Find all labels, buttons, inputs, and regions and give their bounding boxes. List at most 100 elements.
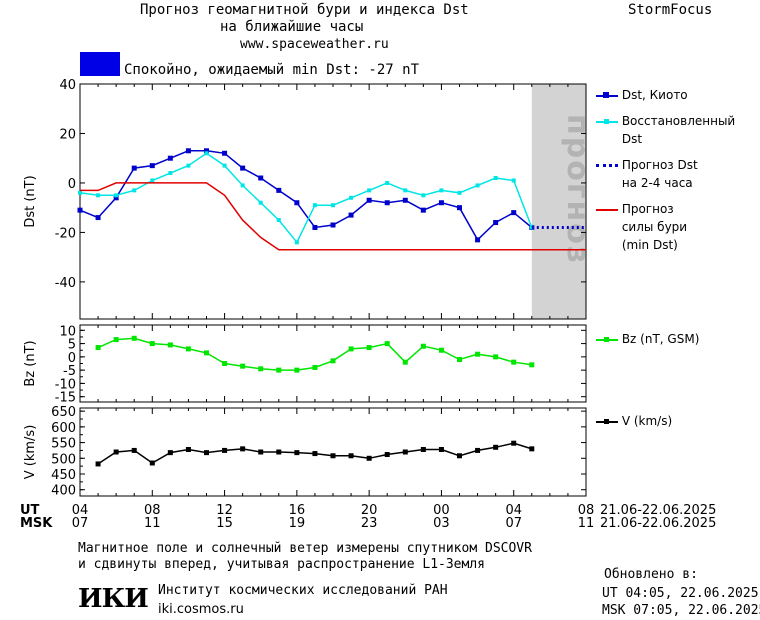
data-point	[78, 190, 82, 195]
updated-ut: UT 04:05, 22.06.2025	[602, 586, 759, 601]
legend-kyoto-marker	[596, 91, 618, 98]
y-tick-label: 500	[51, 452, 76, 467]
data-point	[457, 357, 462, 363]
institute-name: Институт космических исследований РАН	[158, 583, 448, 598]
legend-bz-marker	[596, 336, 618, 342]
data-point	[438, 446, 444, 452]
legend-v-label: V (km/s)	[621, 414, 673, 428]
data-point	[276, 367, 282, 373]
data-point	[204, 450, 209, 456]
data-point	[312, 364, 318, 370]
data-point	[131, 335, 137, 341]
data-point	[204, 148, 209, 154]
data-point	[294, 450, 300, 456]
legend-forecast: Прогноз Dst на 2-4 часа	[596, 156, 698, 192]
y-tick-label: -15	[55, 391, 76, 406]
data-point	[493, 354, 499, 360]
data-point	[77, 207, 83, 213]
legend-storm-label-3: (min Dst)	[621, 238, 678, 252]
data-point	[420, 207, 426, 213]
ut-tick-label: 08	[578, 503, 595, 518]
data-point	[384, 341, 390, 347]
updated-msk: MSK 07:05, 22.06.2025	[602, 603, 760, 618]
status-text: Спокойно, ожидаемый min Dst: -27 nT	[124, 62, 420, 78]
legend-storm: Прогноз силы бури (min Dst)	[596, 200, 687, 254]
data-point	[457, 453, 462, 459]
data-point	[384, 200, 390, 206]
data-point	[150, 178, 155, 183]
y-tick-label: 450	[51, 468, 76, 483]
data-point	[131, 165, 137, 171]
ut-tick-label: 08	[144, 503, 161, 518]
ut-tick-label: 16	[289, 503, 306, 518]
y-tick-label: 650	[51, 405, 76, 420]
ut-row-label: UT	[20, 503, 40, 518]
footer-line1: Магнитное поле и солнечный ветер измерен…	[78, 541, 532, 556]
data-point	[113, 195, 119, 201]
ut-date-range: 21.06-22.06.2025	[600, 503, 717, 518]
data-point	[240, 165, 246, 171]
data-point	[204, 151, 209, 156]
y-tick-label: 5	[68, 338, 76, 353]
data-point	[349, 195, 354, 200]
data-point	[132, 188, 137, 193]
data-point	[258, 366, 264, 372]
forecast-zone-label: прогноз	[560, 114, 595, 265]
legend-bz: Bz (nT, GSM)	[596, 330, 699, 348]
legend-forecast-marker	[596, 164, 618, 167]
ut-tick-label: 04	[505, 503, 522, 518]
y-tick-label: -20	[55, 226, 76, 241]
legend-storm-label: Прогноз	[621, 202, 674, 216]
data-point	[366, 345, 372, 351]
data-point	[167, 450, 173, 456]
data-point	[331, 203, 335, 208]
data-point	[258, 449, 264, 455]
data-point	[131, 447, 137, 453]
data-point	[420, 343, 426, 349]
data-point	[240, 183, 245, 188]
data-point	[421, 193, 426, 198]
msk-date-range: 21.06-22.06.2025	[600, 516, 717, 531]
data-point	[366, 197, 372, 203]
data-point	[366, 455, 372, 461]
data-point	[402, 197, 408, 203]
institute-site[interactable]: iki.cosmos.ru	[158, 602, 244, 617]
data-point	[348, 212, 354, 218]
msk-tick-label: 07	[505, 516, 522, 531]
data-point	[529, 225, 534, 230]
data-point	[312, 451, 318, 457]
msk-row-label: MSK	[20, 516, 53, 531]
data-point	[420, 446, 426, 452]
data-point	[96, 193, 101, 198]
data-point	[384, 452, 390, 458]
y-tick-label: -5	[63, 364, 76, 379]
site-url: www.spaceweather.ru	[240, 37, 389, 52]
data-point	[475, 237, 481, 243]
data-point	[529, 362, 535, 368]
data-point	[438, 200, 444, 206]
data-point	[457, 205, 462, 211]
data-point	[186, 163, 191, 168]
ut-tick-label: 20	[361, 503, 378, 518]
data-point	[330, 358, 336, 364]
y-tick-label: 400	[51, 484, 76, 499]
data-point	[240, 363, 246, 369]
ut-tick-label: 04	[72, 503, 89, 518]
data-point	[330, 453, 336, 459]
data-point	[168, 171, 173, 176]
data-point	[475, 183, 480, 188]
legend-restored: Восстановленный Dst	[596, 112, 735, 148]
data-point	[185, 148, 191, 154]
legend-restored-label: Восстановленный	[621, 114, 736, 128]
legend-restored-label-2: Dst	[621, 132, 643, 146]
status-color-box	[80, 52, 120, 76]
data-point	[511, 210, 517, 216]
time-axis: 04 08 12 16 20 00 04 08 07 11 15 19 23 03 07 11	[72, 503, 595, 531]
brand-name: StormFocus	[628, 2, 713, 18]
data-point	[258, 200, 263, 205]
series-line	[80, 182, 586, 251]
y-tick-label: 10	[59, 324, 76, 339]
series-line	[79, 152, 533, 244]
data-point	[511, 359, 517, 365]
